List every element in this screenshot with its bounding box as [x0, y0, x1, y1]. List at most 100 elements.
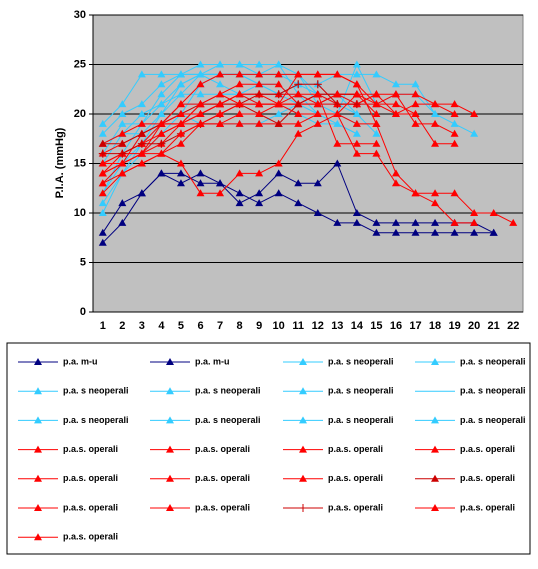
legend-marker [34, 504, 42, 511]
data-point [391, 90, 400, 98]
data-point [372, 110, 381, 117]
data-point [235, 70, 244, 78]
data-point [411, 228, 420, 236]
data-point [196, 100, 205, 108]
legend-label: p.a.s. operali [460, 502, 515, 512]
data-point [274, 70, 283, 78]
data-point [235, 100, 244, 108]
data-point [255, 80, 264, 88]
legend-label: p.a.s. operali [328, 444, 383, 454]
data-point [294, 110, 303, 117]
data-point [352, 110, 361, 117]
data-point [235, 110, 244, 117]
x-tick-label: 8 [237, 320, 243, 332]
x-tick-label: 7 [217, 320, 223, 332]
data-point [274, 189, 283, 197]
data-point [176, 119, 185, 127]
data-point [411, 110, 420, 117]
data-point [157, 119, 166, 127]
data-point [294, 100, 303, 108]
data-point [313, 70, 322, 78]
data-point [274, 90, 283, 99]
data-point [235, 189, 244, 197]
data-point [274, 159, 283, 167]
data-point [196, 169, 205, 177]
x-tick-label: 15 [370, 320, 382, 332]
data-point [274, 110, 283, 117]
data-point [294, 179, 303, 187]
data-point [450, 119, 459, 127]
legend-label: p.a. m-u [195, 356, 230, 366]
data-point [137, 129, 146, 137]
legend-label: p.a.s. operali [460, 444, 515, 454]
x-tick-label: 5 [178, 320, 184, 332]
data-point [411, 100, 420, 108]
x-tick-label: 19 [448, 320, 460, 332]
data-point [216, 90, 225, 98]
data-point [196, 80, 205, 88]
y-tick-label: 0 [80, 306, 86, 318]
data-point [391, 80, 400, 88]
data-point [352, 209, 361, 216]
data-point [255, 119, 264, 127]
data-point [391, 218, 400, 226]
data-point [118, 199, 127, 207]
legend-label: p.a. s neoperali [328, 415, 394, 425]
data-point [372, 90, 381, 98]
y-tick-label: 10 [74, 207, 86, 219]
legend-label: p.a.s. operali [63, 473, 118, 483]
data-point [352, 90, 361, 98]
data-point [118, 110, 127, 117]
data-point [157, 70, 166, 78]
y-axis-title: P.I.A. (mmHg) [54, 127, 66, 198]
data-point [255, 110, 264, 117]
data-point [137, 110, 146, 117]
data-point [411, 189, 420, 197]
data-point [391, 110, 400, 117]
y-tick-label: 25 [74, 58, 86, 70]
data-point [411, 80, 420, 88]
legend-marker [299, 474, 307, 482]
legend-label: p.a.s. operali [460, 473, 515, 483]
data-point [137, 100, 146, 108]
data-point [411, 119, 420, 127]
data-point [470, 218, 479, 226]
data-point [235, 199, 244, 207]
x-tick-label: 21 [488, 320, 500, 332]
x-tick-label: 22 [507, 320, 519, 332]
data-point [333, 218, 342, 226]
legend-label: p.a.s. operali [195, 444, 250, 454]
legend-label: p.a. s neoperali [63, 386, 129, 396]
data-point [196, 119, 205, 127]
data-point [352, 60, 361, 68]
legend-marker [431, 358, 439, 365]
data-point [333, 70, 342, 78]
data-point [176, 80, 185, 88]
data-point [313, 119, 322, 127]
data-point [431, 218, 440, 226]
legend-label: p.a. s neoperali [460, 356, 526, 366]
legend-label: p.a. s neoperali [195, 386, 261, 396]
data-point [216, 110, 225, 117]
data-point [196, 70, 205, 78]
x-tick-label: 18 [429, 320, 441, 332]
data-point [352, 149, 361, 157]
data-point [313, 90, 322, 98]
data-point [372, 218, 381, 226]
legend-marker [166, 474, 174, 482]
x-tick-label: 6 [197, 320, 203, 332]
data-point [216, 179, 225, 187]
x-tick-label: 20 [468, 320, 480, 332]
data-point [255, 199, 264, 207]
data-point [255, 90, 264, 99]
data-point [274, 119, 283, 127]
legend-marker [166, 445, 174, 453]
data-point [196, 60, 205, 68]
x-tick-label: 14 [351, 320, 364, 332]
data-point [450, 129, 459, 137]
data-point [255, 189, 264, 197]
data-point [176, 90, 185, 98]
data-point [333, 90, 342, 98]
data-point [431, 228, 440, 236]
